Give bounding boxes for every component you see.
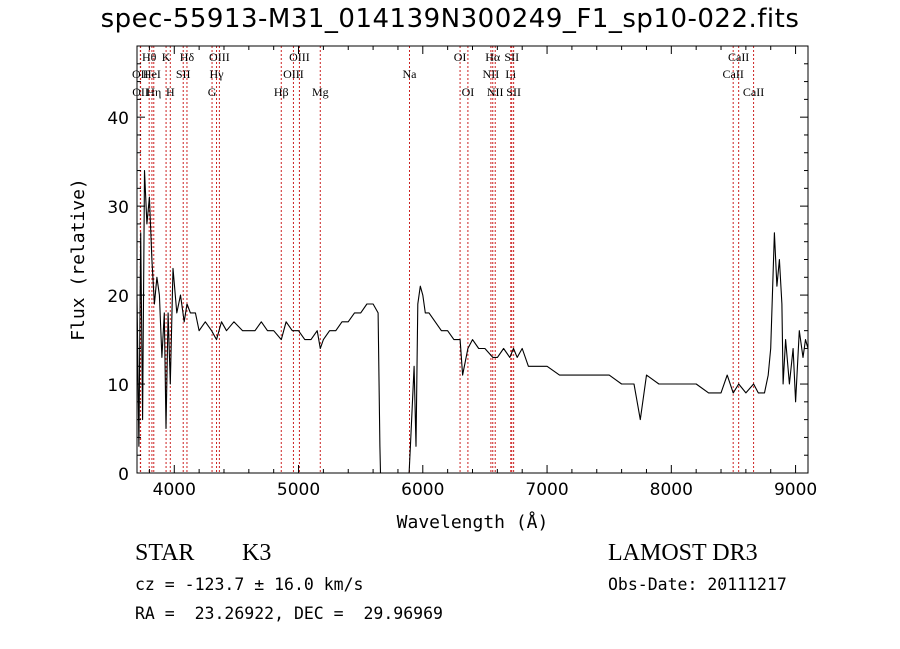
line-label: CaII	[723, 67, 744, 81]
line-label: OII	[132, 85, 149, 99]
line-label: CaII	[743, 85, 764, 99]
y-tick-label: 20	[107, 287, 129, 307]
spectrum-line	[136, 169, 809, 474]
line-label: H	[166, 85, 175, 99]
axis-ticks: 4000 5000 6000 7000 8000 9000 0 10 20 30 40	[107, 46, 817, 500]
velocity-text: cz = -123.7 ± 16.0 km/s	[135, 575, 364, 594]
x-tick-label: 4000	[153, 480, 196, 500]
survey-label: LAMOST DR3	[608, 540, 758, 566]
chart-title: spec-55913-M31_014139N300249_F1_sp10-022…	[100, 4, 800, 34]
x-tick-label: 7000	[525, 480, 568, 500]
line-label: Na	[403, 67, 418, 81]
subclass-label: K3	[242, 540, 272, 566]
line-label: OI	[462, 85, 475, 99]
line-label: NII	[483, 67, 500, 81]
line-label: Hα	[485, 50, 501, 64]
line-label: Hη	[146, 85, 161, 99]
y-tick-label: 30	[107, 198, 129, 218]
x-tick-label: 9000	[774, 480, 817, 500]
line-label: Hγ	[210, 67, 225, 81]
x-tick-label: 8000	[650, 480, 693, 500]
y-axis-label: Flux (relative)	[68, 178, 89, 341]
line-label: G	[208, 85, 217, 99]
x-tick-label: 5000	[277, 480, 320, 500]
coordinates-text: RA = 23.26922, DEC = 29.96969	[135, 604, 443, 623]
line-label: Hδ	[180, 50, 195, 64]
y-tick-label: 0	[118, 465, 129, 485]
line-label: SII	[506, 85, 521, 99]
line-label: Li	[505, 67, 516, 81]
classification-label: STAR	[135, 540, 195, 566]
line-label: OIII	[289, 50, 310, 64]
line-label: SII	[176, 67, 191, 81]
line-label: OII	[132, 67, 149, 81]
obs-date-text: Obs-Date: 20111217	[608, 575, 787, 594]
line-label: CaII	[728, 50, 749, 64]
line-label: OI	[454, 50, 467, 64]
line-label: Hβ	[274, 85, 289, 99]
line-marker-group	[139, 46, 755, 473]
line-label: K	[162, 50, 171, 64]
x-axis-label: Wavelength (Å)	[397, 511, 549, 533]
line-label: Mg	[312, 85, 329, 99]
line-label: OIII	[283, 67, 304, 81]
plot-frame	[136, 45, 809, 474]
y-tick-label: 10	[107, 376, 129, 396]
x-tick-label: 6000	[401, 480, 444, 500]
spectrum-series	[136, 169, 809, 474]
y-tick-label: 40	[107, 109, 129, 129]
line-label: NII	[487, 85, 504, 99]
line-label: Hθ	[142, 50, 157, 64]
line-label: SII	[504, 50, 519, 64]
line-label: OIII	[209, 50, 230, 64]
line-label: HeI	[143, 67, 161, 81]
